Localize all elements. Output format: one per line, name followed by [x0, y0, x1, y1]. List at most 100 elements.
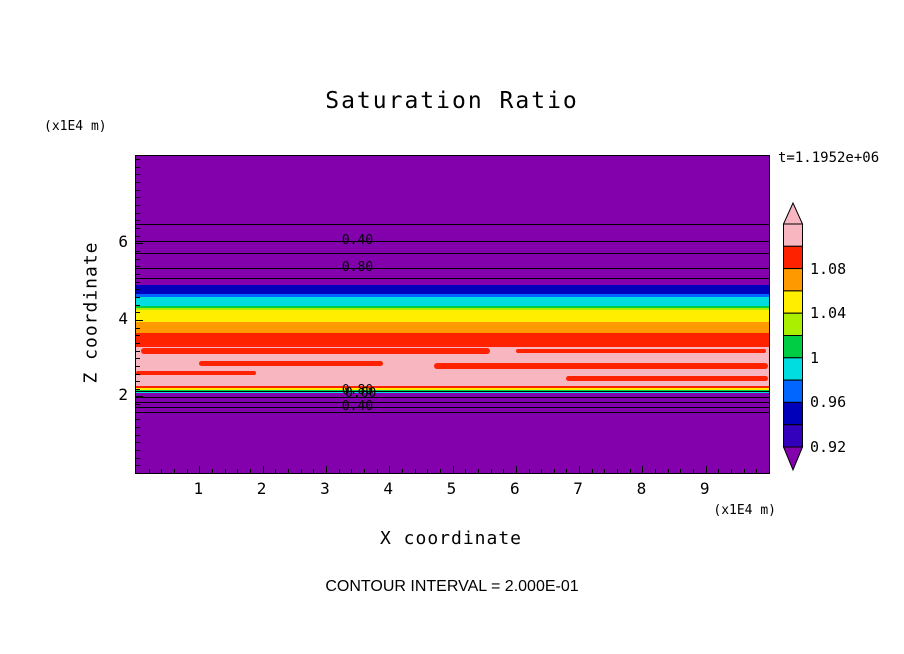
y-major-tick: [136, 396, 143, 398]
y-minor-tick: [136, 258, 140, 260]
colorbar-label: 1.04: [810, 304, 847, 323]
x-tick-label: 3: [320, 479, 330, 498]
fill-band-chartreuse: [136, 307, 769, 310]
x-major-tick: [389, 466, 391, 473]
colorbar-segment-navy: [783, 401, 803, 426]
fill-band-yellow: [136, 309, 769, 322]
x-minor-tick: [338, 469, 340, 473]
x-minor-tick: [756, 469, 758, 473]
x-minor-tick: [566, 469, 568, 473]
x-tick-label: 2: [256, 479, 267, 498]
x-major-tick: [705, 466, 707, 473]
x-minor-tick: [224, 469, 226, 473]
x-minor-tick: [629, 469, 631, 473]
colorbar-label: 0.96: [810, 393, 847, 412]
contour-line: [136, 268, 769, 270]
y-minor-tick: [136, 442, 140, 444]
x-minor-tick: [363, 469, 365, 473]
x-minor-tick: [477, 469, 479, 473]
fill-band-cyan: [136, 297, 769, 306]
x-minor-tick: [376, 469, 378, 473]
fill-band-green: [136, 306, 769, 308]
x-major-tick: [262, 466, 264, 473]
x-major-tick: [325, 466, 327, 473]
y-minor-tick: [136, 358, 140, 360]
y-major-tick: [136, 319, 143, 321]
y-minor-tick: [136, 419, 140, 421]
x-major-tick: [515, 466, 517, 473]
x-minor-tick: [249, 469, 251, 473]
y-minor-tick: [136, 182, 140, 183]
x-minor-tick: [300, 469, 302, 473]
streak-red: [515, 348, 766, 353]
colorbar: [782, 201, 804, 472]
x-minor-tick: [287, 469, 289, 473]
fill-band-purple: [136, 156, 769, 286]
x-minor-tick: [275, 469, 277, 473]
x-minor-tick: [401, 469, 403, 473]
y-axis-unit: (x1E4 m): [44, 119, 107, 134]
x-minor-tick: [186, 469, 188, 473]
fill-band-red: [136, 386, 769, 388]
y-minor-tick: [136, 197, 140, 199]
x-minor-tick: [528, 469, 530, 473]
colorbar-label: 1.08: [810, 259, 847, 278]
contour-line: [136, 402, 769, 404]
x-axis-unit: (x1E4 m): [713, 503, 776, 518]
colorbar-segment-green: [783, 335, 803, 359]
y-minor-tick: [136, 450, 140, 451]
colorbar-label: 1: [810, 348, 820, 367]
y-minor-tick: [136, 312, 140, 314]
streak-red: [141, 347, 491, 354]
y-minor-tick: [136, 228, 140, 229]
x-minor-tick: [414, 469, 416, 473]
contour-line: [136, 224, 769, 226]
contour-interval-label: CONTOUR INTERVAL = 2.000E-01: [325, 578, 579, 595]
x-minor-tick: [174, 469, 175, 473]
x-minor-tick: [503, 469, 505, 473]
contour-line: [136, 412, 769, 414]
y-minor-tick: [136, 166, 140, 168]
x-minor-tick: [427, 469, 429, 473]
colorbar-label: 0.92: [810, 438, 847, 456]
x-tick-label: 1: [193, 479, 204, 498]
y-minor-tick: [136, 189, 140, 191]
contour-line: [136, 241, 769, 242]
x-minor-tick: [161, 469, 163, 473]
y-minor-tick: [136, 273, 140, 275]
time-annotation: t=1.1952e+06: [778, 150, 880, 166]
x-minor-tick: [553, 469, 555, 473]
y-minor-tick: [136, 404, 140, 406]
y-minor-tick: [136, 350, 140, 352]
x-minor-tick: [693, 469, 694, 473]
x-minor-tick: [731, 469, 732, 473]
y-minor-tick: [136, 159, 140, 161]
contour-label: 0.40: [341, 399, 374, 415]
fill-band-blue: [136, 294, 769, 297]
streak-red: [566, 375, 768, 382]
y-minor-tick: [136, 427, 140, 429]
y-major-tick: [136, 243, 143, 245]
contour-label: 0.80: [341, 382, 374, 398]
y-minor-tick: [136, 327, 140, 329]
x-minor-tick: [212, 469, 213, 473]
contour-line: [136, 391, 769, 393]
y-minor-tick: [136, 365, 140, 367]
x-minor-tick: [617, 469, 619, 473]
y-minor-tick: [136, 304, 140, 306]
x-major-tick: [199, 466, 201, 473]
fill-band-cyan: [136, 391, 769, 393]
y-minor-tick: [136, 205, 140, 206]
x-minor-tick: [680, 469, 682, 473]
fill-band-purple: [136, 392, 769, 473]
contour-label: 0.60: [345, 386, 377, 402]
y-minor-tick: [136, 281, 140, 283]
y-minor-tick: [136, 381, 140, 383]
contour-label: 0.40: [341, 233, 374, 248]
colorbar-segment-red: [783, 245, 803, 270]
y-minor-tick: [136, 373, 140, 375]
x-tick-label: 9: [699, 479, 710, 498]
contour-line: [136, 278, 769, 280]
x-minor-tick: [351, 469, 353, 473]
y-minor-tick: [136, 266, 140, 268]
